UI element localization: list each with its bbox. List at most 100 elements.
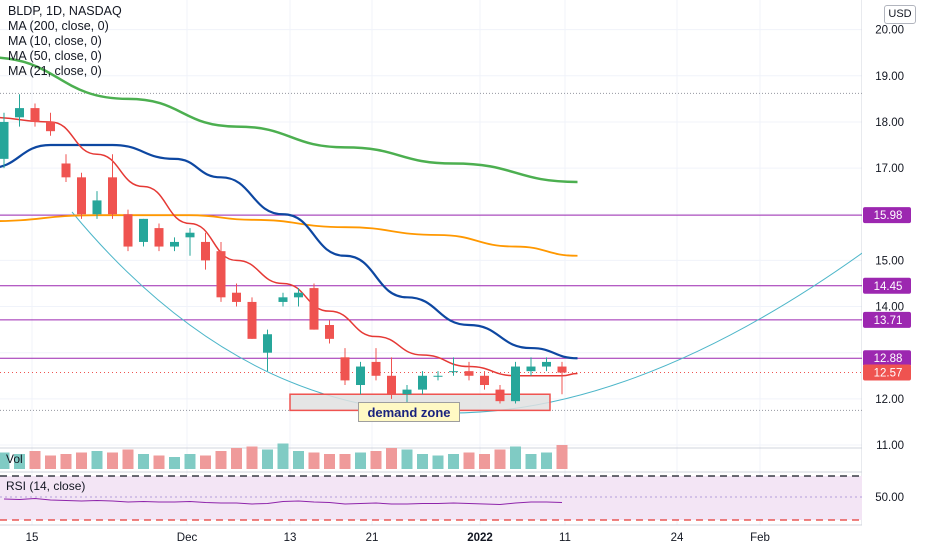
level-badge-label: 12.88 xyxy=(874,353,903,365)
time-tick: 11 xyxy=(559,532,571,544)
volume-bar xyxy=(448,454,459,469)
level-badge xyxy=(863,207,911,224)
currency-badge[interactable]: USD xyxy=(884,5,916,24)
candle-body xyxy=(154,228,164,247)
volume-bar xyxy=(494,449,506,469)
candle-body xyxy=(278,297,288,302)
candle-body xyxy=(480,375,489,386)
price-tick: 14.00 xyxy=(875,302,904,314)
price-tick: 20.00 xyxy=(875,25,904,37)
axis-bg xyxy=(862,0,932,550)
ma-200-legend[interactable]: MA (200, close, 0) xyxy=(8,19,109,33)
time-tick: 15 xyxy=(26,532,39,544)
volume-bar xyxy=(355,452,366,469)
price-tick: 11.00 xyxy=(876,440,904,452)
volume-bar xyxy=(153,455,165,469)
volume-bar xyxy=(556,445,568,469)
price-tick: 19.00 xyxy=(875,71,904,83)
volume-bar xyxy=(479,454,490,469)
candle-body xyxy=(92,200,102,215)
level-badge-label: 13.71 xyxy=(874,315,903,327)
volume-bar xyxy=(308,452,320,469)
volume-bar xyxy=(386,448,397,469)
time-tick: 13 xyxy=(284,532,297,544)
candle-body xyxy=(464,371,474,376)
volume-bar xyxy=(45,455,56,469)
time-axis[interactable]: 15 Dec 13 21 2022 11 24 Feb xyxy=(26,532,770,544)
volume-bar xyxy=(29,451,41,469)
candle-body xyxy=(356,366,365,386)
volume-bar xyxy=(122,449,134,469)
volume-bar xyxy=(184,454,196,469)
volume-bar xyxy=(200,455,211,469)
time-tick: 24 xyxy=(671,532,684,544)
candles xyxy=(0,94,567,404)
volume-bar xyxy=(107,452,118,469)
rsi-tick: 50.00 xyxy=(875,492,904,504)
volume-bar xyxy=(138,454,149,469)
volume-bar xyxy=(293,451,304,469)
price-tick: 15.00 xyxy=(875,255,904,267)
rsi-line xyxy=(3,497,563,506)
candle-body xyxy=(170,241,179,247)
volume-bar xyxy=(339,454,351,469)
time-tick: 2022 xyxy=(467,532,493,544)
candle-body xyxy=(371,361,381,376)
volume-bar xyxy=(541,452,552,469)
ma-10-line xyxy=(0,116,578,377)
volume-bar xyxy=(510,446,521,469)
candle-body xyxy=(263,334,272,353)
candle-body xyxy=(108,177,117,215)
candle-body xyxy=(526,366,536,372)
candle-body xyxy=(123,214,133,247)
level-badge xyxy=(863,311,911,328)
candle-body xyxy=(542,361,551,367)
ma-10-legend[interactable]: MA (10, close, 0) xyxy=(8,34,102,48)
candle-body xyxy=(77,177,86,215)
candle-body xyxy=(216,251,226,298)
candle-body xyxy=(185,232,195,238)
ma-50-legend[interactable]: MA (50, close, 0) xyxy=(8,49,102,63)
time-tick: Feb xyxy=(750,532,770,544)
candle-body xyxy=(247,301,257,339)
chart-legend: BLDP, 1D, NASDAQ MA (200, close, 0) MA (… xyxy=(8,4,122,79)
price-tick: 12.00 xyxy=(875,394,904,406)
volume-bar xyxy=(231,448,242,469)
volume-bar xyxy=(401,449,413,469)
volume-bar xyxy=(463,452,475,469)
level-badge-label: 12.57 xyxy=(874,368,903,380)
ma-21-legend[interactable]: MA (21, close, 0) xyxy=(8,64,102,78)
ma-21-line xyxy=(0,143,578,360)
candle-body xyxy=(340,357,350,381)
volume-bar xyxy=(370,451,382,469)
level-badge xyxy=(863,350,911,367)
rsi-label: RSI (14, close) xyxy=(6,479,86,493)
moving-averages xyxy=(0,56,578,377)
candle-body xyxy=(309,288,319,330)
candle-body xyxy=(294,292,303,298)
ma-50-line xyxy=(0,214,578,257)
volume-bar xyxy=(91,451,103,469)
level-badge xyxy=(863,277,911,294)
rsi-pane xyxy=(0,475,862,521)
level-badge-label: 15.98 xyxy=(874,210,903,222)
candle-body xyxy=(449,371,458,373)
candle-body xyxy=(433,375,443,377)
candle-body xyxy=(511,366,520,402)
volume-bar xyxy=(169,457,180,469)
volume-bar xyxy=(432,455,444,469)
demand-zone-label[interactable]: demand zone xyxy=(358,402,460,422)
candle-body xyxy=(46,121,55,132)
volume-bar xyxy=(0,452,10,469)
candle-body xyxy=(30,108,40,122)
symbol-line[interactable]: BLDP, 1D, NASDAQ xyxy=(8,4,122,18)
ma-200-line xyxy=(0,56,578,184)
volume-bars xyxy=(0,443,568,469)
candle-body xyxy=(402,389,412,395)
rsi-band xyxy=(0,476,862,520)
candle-body xyxy=(387,375,396,395)
level-badge-label: 14.45 xyxy=(874,281,903,293)
candle-body xyxy=(139,218,148,242)
price-axis[interactable]: 20.00 19.00 18.00 17.00 15.00 14.00 12.00 11.00… xyxy=(862,0,932,550)
